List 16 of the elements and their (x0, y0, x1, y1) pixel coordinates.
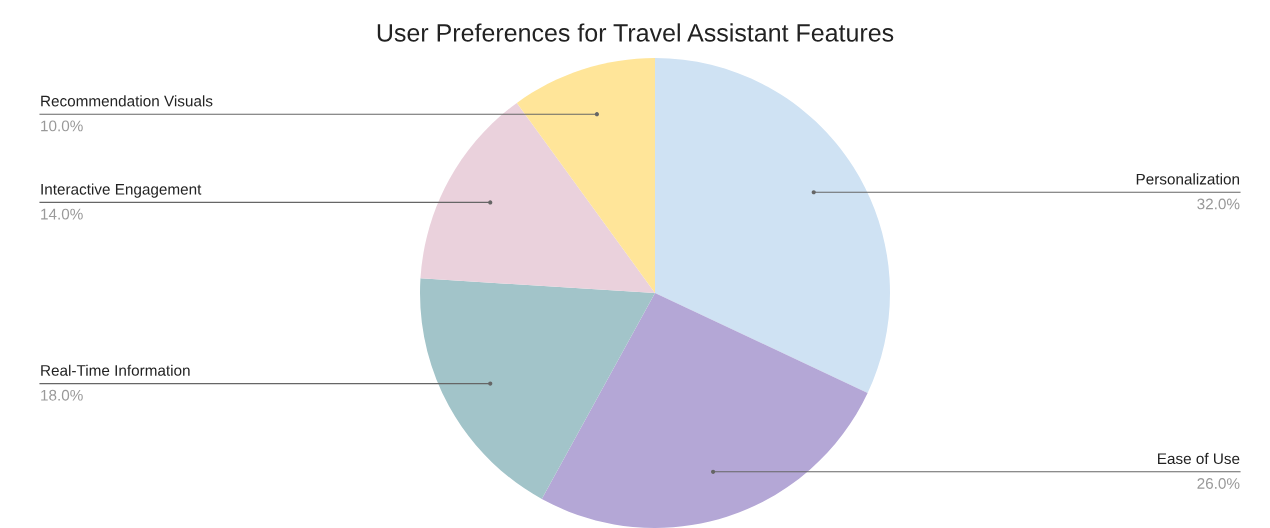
slice-label: Interactive Engagement (41, 183, 202, 198)
data-label: 14.0% (41, 208, 83, 220)
data-label: 10.0% (41, 120, 83, 132)
slice-label: Real-Time Information (41, 364, 190, 376)
data-label: 26.0% (1197, 478, 1240, 489)
slice-label: Ease of Use (1158, 452, 1240, 465)
slice-label: Recommendation Visuals (41, 95, 213, 107)
pie-slice (541, 293, 868, 528)
data-label: 18.0% (41, 389, 83, 401)
pie-slice (420, 278, 655, 499)
pie-slice (655, 58, 890, 394)
chart-title: User Preferences for Travel Assistant Features (377, 23, 894, 42)
pie-slice (516, 58, 655, 293)
slice-label: Personalization (1136, 173, 1240, 185)
pie-slice (420, 102, 655, 293)
data-label: 32.0% (1197, 198, 1240, 210)
